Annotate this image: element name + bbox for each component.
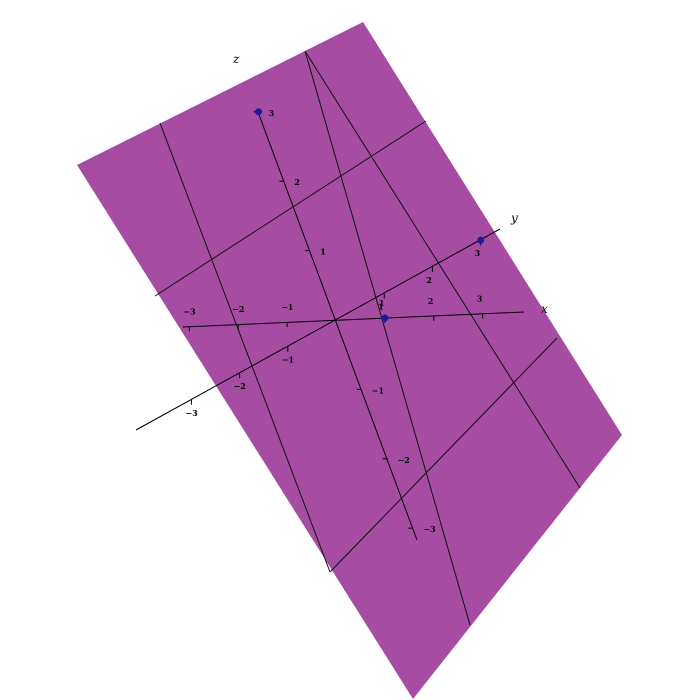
x-axis-tick-label: 2 (428, 296, 434, 306)
y-axis-tick-label: −3 (185, 408, 198, 418)
y-axis-tick-label: −2 (234, 381, 246, 391)
y-axis-name: y (510, 211, 518, 225)
z-intercept-point (255, 108, 263, 116)
grid-line (304, 50, 471, 626)
z-axis-line (257, 111, 418, 541)
x-axis-tick-label: −3 (183, 306, 196, 316)
grid-line (159, 122, 331, 573)
x-axis-line (182, 311, 525, 328)
y-axis-tick-label: 2 (426, 275, 432, 285)
z-axis-tick-label: 2 (294, 177, 300, 187)
y-axis-tick-label: 1 (378, 301, 384, 311)
y-axis-tick-label: −1 (282, 355, 294, 365)
x-axis-tick-label: −2 (232, 304, 244, 314)
z-axis-tick-label: 1 (320, 247, 326, 257)
y-intercept-point (477, 236, 485, 244)
z-axis-name: z (232, 52, 240, 66)
intercept-points (255, 108, 485, 322)
plane-surface (77, 22, 622, 699)
z-axis-tick-label: −3 (423, 524, 436, 534)
x-axis-name: x (541, 302, 548, 316)
plane-grid (154, 50, 581, 626)
z-axis-tick-label: −2 (398, 455, 410, 465)
grid-line (304, 50, 581, 489)
z-axis-tick-label: 3 (269, 108, 275, 118)
x-axis-tick-label: −1 (281, 302, 293, 312)
y-axis-tick-label: 3 (475, 248, 481, 258)
x-axis-tick-label: 3 (477, 294, 483, 304)
axes (135, 111, 525, 541)
y-axis-line (135, 228, 501, 431)
z-axis-tick-label: −1 (372, 385, 384, 395)
x-intercept-point (381, 314, 389, 322)
grid-line (329, 337, 558, 573)
x-axis-tick-label: 1 (379, 298, 385, 308)
grid-line (154, 120, 427, 297)
